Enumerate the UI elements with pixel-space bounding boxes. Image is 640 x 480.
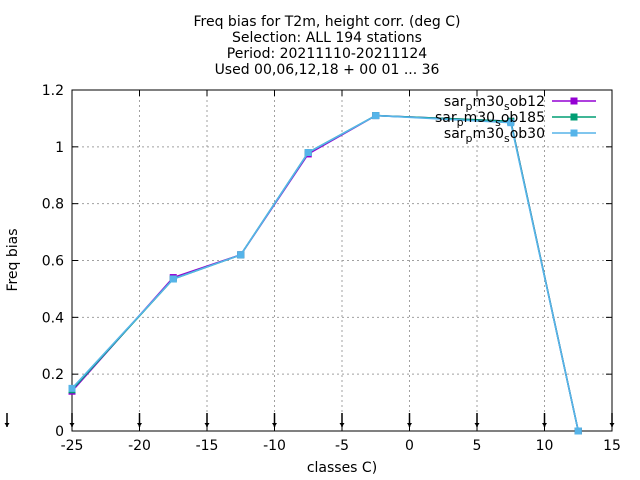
series-line bbox=[71, 114, 580, 432]
data-point bbox=[574, 427, 582, 435]
series-line bbox=[71, 114, 580, 432]
y-axis-label: Freq bias bbox=[5, 228, 21, 291]
y-tick-label: 0.6 bbox=[42, 254, 64, 270]
data-point bbox=[304, 149, 312, 157]
title-line-1: Freq bias for T2m, height corr. (deg C) bbox=[194, 14, 461, 30]
y-tick-label: 0.2 bbox=[42, 367, 64, 383]
x-axis-label: classes C) bbox=[307, 460, 377, 476]
data-point bbox=[507, 119, 515, 127]
grid bbox=[72, 90, 612, 431]
x-tick-label: -15 bbox=[196, 438, 219, 454]
arrow-head bbox=[339, 423, 345, 427]
series bbox=[68, 112, 582, 435]
legend-label: sarpm30sob30 bbox=[444, 126, 545, 145]
arrow-head bbox=[272, 423, 277, 427]
arrow-head bbox=[609, 423, 615, 427]
arrow-head bbox=[542, 423, 547, 427]
y-tick-label: 0.4 bbox=[42, 310, 64, 326]
legend-swatch-marker bbox=[570, 97, 578, 105]
chart-title: Freq bias for T2m, height corr. (deg C) … bbox=[194, 14, 461, 78]
tick-labels: -25 -20 -15 -10 -5 0 5 10 15 0 0.2 0.4 0.6 0.8 1 1.2 bbox=[42, 83, 621, 454]
x-tick-label: -20 bbox=[128, 438, 151, 454]
arrow-head bbox=[204, 423, 210, 427]
arrow-head bbox=[137, 423, 142, 427]
x-tick-label: -10 bbox=[263, 438, 286, 454]
y-tick-label: 1.2 bbox=[42, 83, 64, 99]
axes bbox=[71, 89, 613, 432]
data-point bbox=[237, 251, 245, 259]
data-point bbox=[169, 275, 177, 283]
y-tick-label: 0.8 bbox=[42, 197, 64, 213]
bottom-arrows bbox=[4, 413, 615, 427]
data-point bbox=[68, 384, 76, 392]
data-point bbox=[372, 112, 380, 120]
arrow-head bbox=[407, 423, 412, 427]
x-tick-label: 0 bbox=[405, 438, 414, 454]
arrow-head bbox=[69, 423, 75, 427]
series-line bbox=[71, 114, 580, 432]
x-tick-label: 15 bbox=[603, 438, 621, 454]
x-tick-label: 10 bbox=[536, 438, 554, 454]
series-sar_pm30_sob185 bbox=[68, 112, 582, 435]
y-tick-label: 0 bbox=[55, 424, 64, 440]
legend-swatch-marker bbox=[570, 129, 578, 137]
legend-swatch-marker bbox=[570, 113, 578, 121]
x-tick-label: -25 bbox=[61, 438, 84, 454]
series-sar_pm30_sob30 bbox=[68, 112, 582, 435]
series-sar_pm30_sob12 bbox=[68, 112, 582, 435]
title-line-4: Used 00,06,12,18 + 00 01 ... 36 bbox=[215, 62, 440, 78]
title-line-2: Selection: ALL 194 stations bbox=[232, 30, 422, 46]
legend-label: sarpm30sob12 bbox=[444, 94, 545, 113]
x-tick-label: 5 bbox=[473, 438, 482, 454]
arrow-head bbox=[4, 423, 10, 427]
title-line-3: Period: 20211110-20211124 bbox=[227, 46, 427, 62]
y-tick-label: 1 bbox=[55, 140, 64, 156]
x-tick-label: -5 bbox=[335, 438, 349, 454]
legend-label: sarpm30sob185 bbox=[435, 110, 545, 129]
arrow-head bbox=[474, 423, 480, 427]
